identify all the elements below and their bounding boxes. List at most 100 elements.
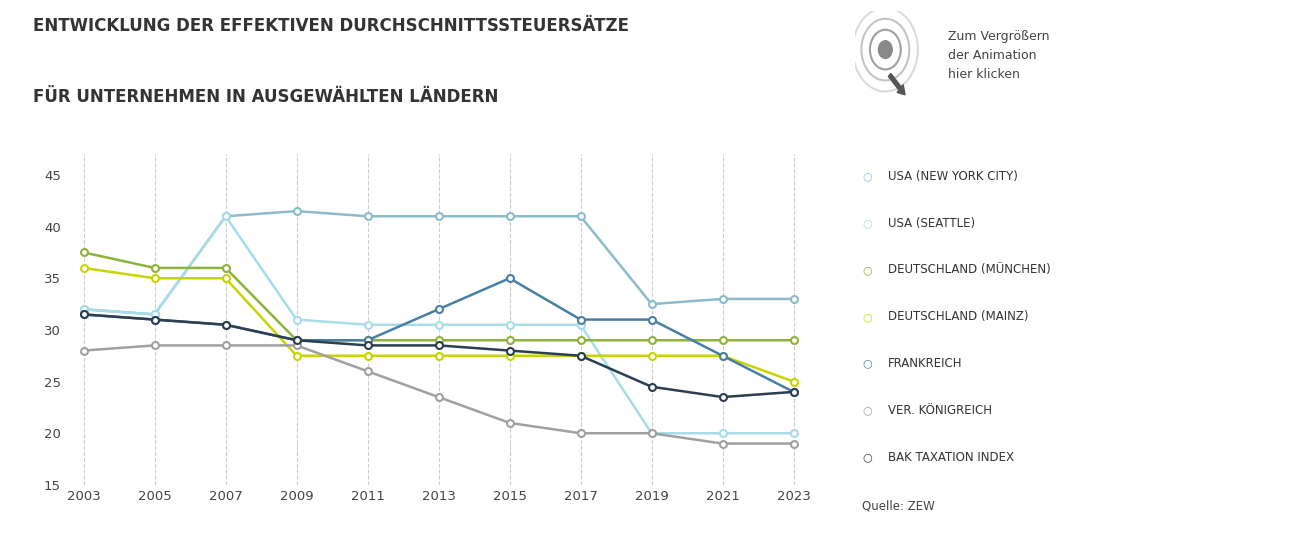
DEUTSCHLAND (MÜNCHEN) [359,337,375,344]
USA (SEATTLE) [359,321,375,328]
BAK TAXATION INDEX [572,353,588,359]
DEUTSCHLAND (MÜNCHEN) [644,337,659,344]
DEUTSCHLAND (MÜNCHEN) [217,264,233,271]
USA (NEW YORK CITY) [572,213,588,220]
Line: DEUTSCHLAND (MÜNCHEN): DEUTSCHLAND (MÜNCHEN) [80,249,797,344]
Text: ●: ● [862,171,870,181]
BAK TAXATION INDEX [644,383,659,390]
USA (SEATTLE) [644,430,659,436]
Text: ●: ● [862,265,870,275]
Text: BAK TAXATION INDEX: BAK TAXATION INDEX [888,451,1015,464]
FRANKREICH [217,321,233,328]
VER. KÖNIGREICH [786,440,801,447]
DEUTSCHLAND (MÜNCHEN) [572,337,588,344]
DEUTSCHLAND (MÜNCHEN) [430,337,446,344]
Line: USA (SEATTLE): USA (SEATTLE) [80,213,797,437]
USA (NEW YORK CITY) [359,213,375,220]
Text: ●: ● [862,406,870,415]
USA (SEATTLE) [501,321,517,328]
USA (SEATTLE) [75,306,91,312]
FRANKREICH [146,316,162,323]
Circle shape [879,41,892,58]
BAK TAXATION INDEX [146,316,162,323]
USA (NEW YORK CITY) [75,306,91,312]
FRANKREICH [359,337,375,344]
Text: FRANKREICH: FRANKREICH [888,357,963,370]
Text: ○: ○ [862,171,871,181]
FRANKREICH [288,337,304,344]
Text: DEUTSCHLAND (MAINZ): DEUTSCHLAND (MAINZ) [888,310,1029,323]
Text: USA (NEW YORK CITY): USA (NEW YORK CITY) [888,170,1019,183]
VER. KÖNIGREICH [217,342,233,349]
FRANKREICH [786,388,801,395]
USA (NEW YORK CITY) [644,301,659,307]
Text: ○: ○ [862,265,871,275]
Text: ○: ○ [862,406,871,415]
USA (SEATTLE) [715,430,730,436]
USA (SEATTLE) [146,311,162,318]
BAK TAXATION INDEX [715,394,730,401]
VER. KÖNIGREICH [430,394,446,401]
Text: VER. KÖNIGREICH: VER. KÖNIGREICH [888,404,992,417]
DEUTSCHLAND (MÜNCHEN) [75,249,91,256]
Line: VER. KÖNIGREICH: VER. KÖNIGREICH [80,342,797,447]
BAK TAXATION INDEX [217,321,233,328]
Text: ●: ● [862,452,870,462]
DEUTSCHLAND (MÜNCHEN) [501,337,517,344]
VER. KÖNIGREICH [715,440,730,447]
FRANKREICH [572,316,588,323]
FRANKREICH [430,306,446,312]
USA (NEW YORK CITY) [430,213,446,220]
Line: USA (NEW YORK CITY): USA (NEW YORK CITY) [80,208,797,318]
Text: DEUTSCHLAND (MÜNCHEN): DEUTSCHLAND (MÜNCHEN) [888,263,1051,277]
DEUTSCHLAND (MAINZ) [217,275,233,282]
Line: DEUTSCHLAND (MAINZ): DEUTSCHLAND (MAINZ) [80,264,797,385]
Text: ○: ○ [862,218,871,228]
USA (NEW YORK CITY) [786,295,801,302]
Text: FÜR UNTERNEHMEN IN AUSGEWÄHLTEN LÄNDERN: FÜR UNTERNEHMEN IN AUSGEWÄHLTEN LÄNDERN [33,88,499,106]
Line: FRANKREICH: FRANKREICH [80,275,797,396]
VER. KÖNIGREICH [572,430,588,436]
Text: ENTWICKLUNG DER EFFEKTIVEN DURCHSCHNITTSSTEUERSÄTZE: ENTWICKLUNG DER EFFEKTIVEN DURCHSCHNITTS… [33,17,629,35]
Text: ●: ● [862,312,870,322]
USA (NEW YORK CITY) [501,213,517,220]
VER. KÖNIGREICH [501,420,517,426]
USA (NEW YORK CITY) [217,213,233,220]
VER. KÖNIGREICH [644,430,659,436]
Text: Zum Vergrößern
der Animation
hier klicken: Zum Vergrößern der Animation hier klicke… [948,30,1049,82]
DEUTSCHLAND (MAINZ) [430,353,446,359]
BAK TAXATION INDEX [430,342,446,349]
VER. KÖNIGREICH [359,368,375,375]
DEUTSCHLAND (MAINZ) [288,353,304,359]
Text: ○: ○ [862,312,871,322]
BAK TAXATION INDEX [75,311,91,318]
USA (SEATTLE) [430,321,446,328]
USA (SEATTLE) [288,316,304,323]
Text: ○: ○ [862,359,871,369]
Text: ○: ○ [862,452,871,462]
USA (NEW YORK CITY) [146,311,162,318]
DEUTSCHLAND (MAINZ) [359,353,375,359]
USA (NEW YORK CITY) [288,208,304,214]
DEUTSCHLAND (MAINZ) [146,275,162,282]
DEUTSCHLAND (MAINZ) [715,353,730,359]
VER. KÖNIGREICH [146,342,162,349]
BAK TAXATION INDEX [786,388,801,395]
BAK TAXATION INDEX [501,347,517,354]
FRANKREICH [501,275,517,282]
USA (NEW YORK CITY) [715,295,730,302]
Line: BAK TAXATION INDEX: BAK TAXATION INDEX [80,311,797,401]
Text: ●: ● [862,218,870,228]
FRANKREICH [644,316,659,323]
Text: ●: ● [862,359,870,369]
FancyArrow shape [888,73,905,95]
DEUTSCHLAND (MAINZ) [501,353,517,359]
Text: USA (SEATTLE): USA (SEATTLE) [888,217,975,230]
DEUTSCHLAND (MÜNCHEN) [146,264,162,271]
USA (SEATTLE) [572,321,588,328]
DEUTSCHLAND (MÜNCHEN) [786,337,801,344]
DEUTSCHLAND (MAINZ) [572,353,588,359]
DEUTSCHLAND (MAINZ) [644,353,659,359]
VER. KÖNIGREICH [75,347,91,354]
DEUTSCHLAND (MÜNCHEN) [715,337,730,344]
